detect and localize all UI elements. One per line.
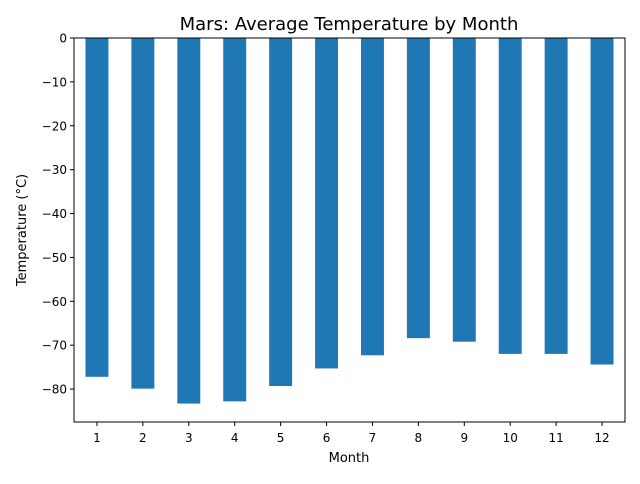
bar-month-9 xyxy=(452,38,476,342)
x-tick-label: 10 xyxy=(503,431,518,445)
bar-month-6 xyxy=(315,38,339,369)
y-tick-label: −40 xyxy=(42,207,67,221)
y-tick-label: −50 xyxy=(42,251,67,265)
x-tick-label: 8 xyxy=(415,431,423,445)
y-tick-label: 0 xyxy=(59,32,67,46)
x-tick-label: 11 xyxy=(548,431,563,445)
bar-month-3 xyxy=(177,38,201,404)
x-tick-label: 3 xyxy=(185,431,193,445)
y-tick-label: −30 xyxy=(42,163,67,177)
x-tick-label: 12 xyxy=(594,431,609,445)
x-tick-label: 6 xyxy=(323,431,331,445)
axes-layer: 0−10−20−30−40−50−60−70−801 2 3 4 5 6 7 8 9 10 11 12 xyxy=(42,32,626,445)
y-tick-label: −80 xyxy=(42,383,67,397)
bar-month-4 xyxy=(223,38,247,402)
bar-month-7 xyxy=(360,38,384,356)
y-tick-label: −60 xyxy=(42,295,67,309)
y-tick-label: −70 xyxy=(42,339,67,353)
chart-title: Mars: Average Temperature by Month xyxy=(180,14,519,35)
y-axis-label: Temperature (°C) xyxy=(15,174,30,287)
x-axis-label: Month xyxy=(329,451,370,466)
bar-month-5 xyxy=(269,38,293,387)
bar-month-12 xyxy=(590,38,614,365)
y-tick-label: −10 xyxy=(42,75,67,89)
bar-month-8 xyxy=(406,38,430,339)
x-tick-label: 9 xyxy=(460,431,468,445)
x-tick-label: 7 xyxy=(369,431,377,445)
bar-month-11 xyxy=(544,38,568,354)
bar-month-10 xyxy=(498,38,522,354)
bar-month-2 xyxy=(131,38,155,389)
plot-frame xyxy=(73,37,626,423)
x-tick-label: 1 xyxy=(93,431,101,445)
bar-month-1 xyxy=(85,38,109,377)
x-tick-label: 4 xyxy=(231,431,239,445)
bars-layer xyxy=(85,38,614,404)
x-tick-label: 5 xyxy=(277,431,285,445)
y-tick-label: −20 xyxy=(42,119,67,133)
x-tick-label: 2 xyxy=(139,431,147,445)
